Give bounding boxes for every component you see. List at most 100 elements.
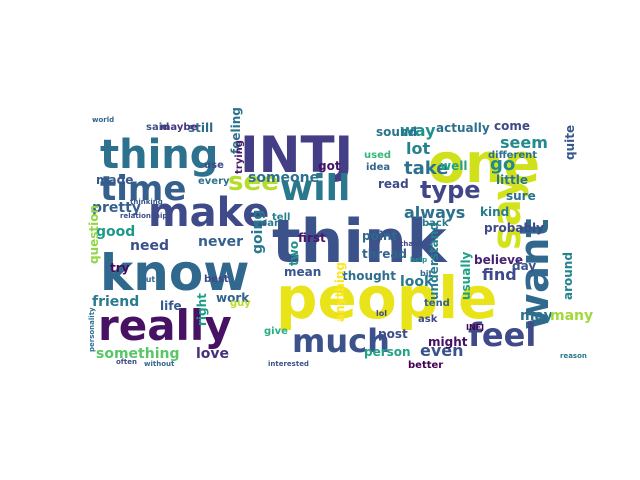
word-find: find — [482, 265, 517, 284]
word-kind: kind — [480, 205, 509, 219]
word-someone: someone — [248, 170, 319, 186]
word-better: better — [408, 360, 443, 371]
word-will: will — [280, 168, 350, 209]
word-going: going — [250, 210, 266, 254]
word-much: much — [292, 322, 390, 360]
word-life: life — [160, 299, 182, 313]
word-often: often — [116, 358, 137, 366]
word-may: may — [520, 308, 553, 324]
word-idea: idea — [366, 162, 390, 173]
word-read: read — [378, 177, 409, 191]
word-made: made — [96, 173, 133, 187]
word-use: use — [204, 160, 224, 171]
word-take: take — [404, 158, 448, 179]
word-year: year — [254, 218, 279, 229]
word-actually: actually — [436, 121, 490, 135]
word-trying: trying — [234, 140, 245, 174]
word-know: know — [100, 244, 249, 302]
word-back: back — [422, 218, 449, 229]
word-point: point — [362, 229, 397, 243]
word-thought: thought — [342, 269, 396, 283]
word-quite: quite — [563, 125, 577, 160]
word-want: want — [512, 218, 558, 330]
word-personality: personality — [88, 307, 96, 352]
word-reason: reason — [560, 352, 587, 360]
word-work: work — [216, 291, 250, 305]
word-put: put — [140, 275, 155, 284]
word-many: many — [550, 308, 593, 324]
word-love: love — [196, 346, 229, 362]
word-world: world — [92, 116, 114, 124]
word-said: said — [146, 122, 169, 133]
word-anything: anything — [333, 262, 347, 322]
word-come: come — [494, 119, 530, 133]
word-relationship: relationship — [120, 212, 167, 220]
word-believe: believe — [474, 253, 523, 267]
word-question: question — [87, 205, 101, 264]
word-maybe: maybe — [160, 122, 198, 133]
word-friend: friend — [92, 294, 139, 310]
word-right: right — [195, 293, 209, 326]
word-thing: thing — [100, 132, 218, 178]
word-might: might — [428, 335, 468, 349]
word-give: give — [264, 326, 288, 337]
word-really: really — [98, 301, 232, 350]
word-sound: sound — [376, 125, 417, 139]
word-say: say — [484, 174, 530, 250]
word-never: never — [198, 234, 243, 250]
word-time: time — [100, 169, 186, 209]
word-feel: feel — [468, 316, 536, 354]
word-something: something — [96, 346, 179, 362]
word-pretty: pretty — [92, 200, 141, 216]
word-try: try — [110, 261, 130, 275]
word-lot: lot — [406, 139, 430, 158]
word-well: well — [440, 159, 467, 173]
word-even: even — [420, 341, 464, 360]
word-seem: seem — [500, 133, 548, 152]
word-still: still — [188, 121, 213, 135]
word-way: way — [400, 121, 436, 140]
word-tend: tend — [424, 298, 450, 309]
word-type: type — [420, 176, 481, 204]
word-understand: understand — [427, 222, 441, 300]
word-good: good — [96, 224, 135, 240]
word-intj: INTJ — [240, 126, 353, 184]
word-around: around — [561, 252, 575, 300]
word-day: day — [512, 259, 536, 273]
word-help: help — [410, 256, 427, 264]
word-need: need — [130, 238, 169, 254]
word-thread: thread — [362, 247, 407, 261]
word-interested: interested — [268, 360, 309, 368]
word-first: first — [298, 231, 326, 245]
word-person: person — [364, 345, 411, 359]
word-without: without — [144, 360, 175, 368]
word-sure: sure — [506, 189, 536, 203]
word-two: two — [287, 241, 301, 266]
word-ask: ask — [418, 314, 438, 325]
word-people: people — [276, 264, 497, 332]
word-thinking: thinking — [130, 198, 163, 206]
word-different: different — [488, 150, 537, 161]
word-guy: guy — [230, 298, 251, 309]
word-lol: lol — [376, 309, 387, 318]
word-go: go — [490, 154, 515, 175]
word-used: used — [364, 150, 391, 161]
word-infj: INFJ — [466, 323, 484, 332]
word-probably: probably — [484, 221, 544, 235]
word-usually: usually — [459, 251, 473, 300]
word-see: see — [228, 167, 279, 197]
word-think: think — [272, 207, 449, 277]
word-feeling: feeling — [229, 107, 243, 154]
word-one: one — [428, 132, 540, 195]
word-got: got — [318, 159, 341, 173]
word-always: always — [404, 203, 465, 222]
word-little: little — [496, 173, 528, 187]
word-mean: mean — [284, 265, 321, 279]
word-make: make — [148, 190, 269, 236]
word-best: best — [204, 274, 229, 285]
word-thank: thank — [400, 240, 423, 248]
word-post: post — [378, 327, 408, 341]
word-tell: tell — [272, 212, 290, 223]
